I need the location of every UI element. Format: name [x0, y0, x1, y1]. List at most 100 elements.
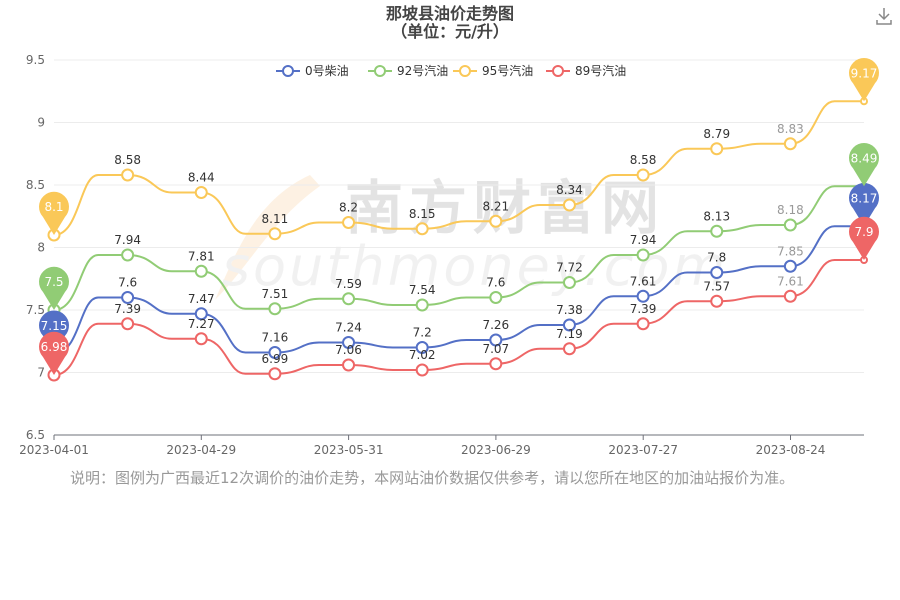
- data-label: 7.51: [262, 287, 289, 301]
- chart-note: 说明：图例为广西最近12次调价的油价走势，本网站油价数据仅供参考，请以您所在地区…: [70, 469, 795, 487]
- data-label: 8.2: [339, 201, 358, 215]
- data-point: [121, 248, 135, 262]
- data-label: 6.99: [262, 352, 289, 366]
- pin-label: 7.5: [44, 275, 63, 289]
- y-tick-label: 9: [37, 116, 45, 130]
- y-tick-label: 8: [37, 241, 45, 255]
- legend-marker: [552, 65, 564, 77]
- data-point: [562, 276, 576, 289]
- x-tick-label: 2023-04-29: [166, 443, 236, 457]
- data-label: 7.2: [413, 326, 432, 340]
- data-label: 7.6: [118, 276, 137, 290]
- data-point: [636, 317, 650, 331]
- data-label: 7.39: [114, 302, 141, 316]
- data-label: 7.06: [335, 343, 362, 357]
- marker-pin: 8.49: [849, 143, 880, 187]
- data-label: 7.85: [777, 244, 804, 258]
- data-point: [636, 248, 650, 262]
- data-label: 7.6: [486, 276, 505, 290]
- data-point: [489, 333, 503, 347]
- download-icon[interactable]: [874, 6, 894, 26]
- data-label: 8.58: [630, 153, 657, 167]
- y-tick-label: 8.5: [26, 178, 45, 192]
- series-line: [53, 259, 864, 376]
- data-label: 7.54: [409, 283, 436, 297]
- pin-label: 8.17: [851, 191, 878, 205]
- pin-shape: [849, 58, 879, 102]
- data-label: 7.81: [188, 249, 215, 263]
- data-label: 7.94: [630, 233, 657, 247]
- pin-label: 9.17: [851, 66, 878, 80]
- data-point: [710, 294, 724, 308]
- data-label: 7.19: [556, 327, 583, 341]
- data-label: 7.24: [335, 321, 362, 335]
- data-label: 7.61: [777, 274, 804, 288]
- data-label: 8.15: [409, 207, 436, 221]
- pin-label: 8.49: [851, 151, 878, 165]
- pin-shape: [849, 183, 880, 227]
- data-point: [783, 218, 797, 232]
- data-label: 8.13: [703, 209, 730, 223]
- pin-shape: [39, 266, 69, 310]
- data-label: 7.94: [114, 233, 141, 247]
- pin-label: 7.15: [41, 319, 68, 333]
- data-point: [342, 358, 356, 372]
- series-line: [53, 185, 864, 311]
- data-point: [268, 227, 282, 241]
- data-point: [194, 332, 208, 346]
- data-label: 8.83: [777, 122, 804, 136]
- data-point: [636, 168, 650, 182]
- data-point: [268, 302, 282, 316]
- pin-shape: [39, 331, 69, 375]
- data-point: [342, 292, 356, 306]
- data-point: [710, 142, 724, 156]
- legend-marker: [282, 65, 294, 77]
- data-label: 7.07: [482, 342, 509, 356]
- pin-label: 8.1: [44, 200, 63, 214]
- x-tick-label: 2023-06-29: [461, 443, 531, 457]
- data-label: 8.34: [556, 183, 583, 197]
- data-point: [636, 289, 650, 303]
- data-label: 8.44: [188, 171, 215, 185]
- data-label: 7.61: [630, 274, 657, 288]
- marker-pin: 6.98: [39, 331, 69, 375]
- data-point: [415, 363, 429, 377]
- data-point: [415, 222, 429, 236]
- data-label: 8.21: [482, 199, 509, 213]
- data-point: [194, 307, 208, 321]
- data-label: 7.02: [409, 348, 436, 362]
- pin-shape: [849, 143, 880, 187]
- data-label: 7.57: [703, 279, 730, 293]
- marker-pin: 9.17: [849, 58, 879, 102]
- x-tick-label: 2023-07-27: [608, 443, 678, 457]
- data-point: [562, 198, 576, 212]
- data-point: [710, 224, 724, 238]
- data-label: 7.8: [707, 251, 726, 265]
- data-point: [194, 264, 208, 278]
- x-tick-label: 2023-05-31: [314, 443, 384, 457]
- data-point: [121, 291, 135, 304]
- y-tick-label: 7: [37, 366, 45, 380]
- x-tick-label: 2023-04-01: [19, 443, 89, 457]
- legend-label: 92号汽油: [397, 63, 448, 78]
- data-point: [783, 137, 797, 151]
- data-point: [268, 367, 282, 381]
- data-point: [268, 346, 282, 359]
- data-point: [562, 342, 576, 356]
- data-point: [415, 341, 429, 354]
- pin-label: 6.98: [41, 340, 68, 354]
- data-label: 8.79: [703, 127, 730, 141]
- data-point: [342, 216, 356, 229]
- data-label: 7.27: [188, 317, 215, 331]
- y-tick-label: 7.5: [26, 303, 45, 317]
- data-label: 7.72: [556, 261, 583, 275]
- data-point: [415, 298, 429, 312]
- data-point: [121, 168, 135, 182]
- data-point: [489, 214, 503, 228]
- data-point: [489, 291, 503, 304]
- watermark-text-en: southmoney.com: [222, 235, 728, 298]
- y-tick-label: 9.5: [26, 53, 45, 67]
- marker-pin: 7.9: [849, 216, 880, 260]
